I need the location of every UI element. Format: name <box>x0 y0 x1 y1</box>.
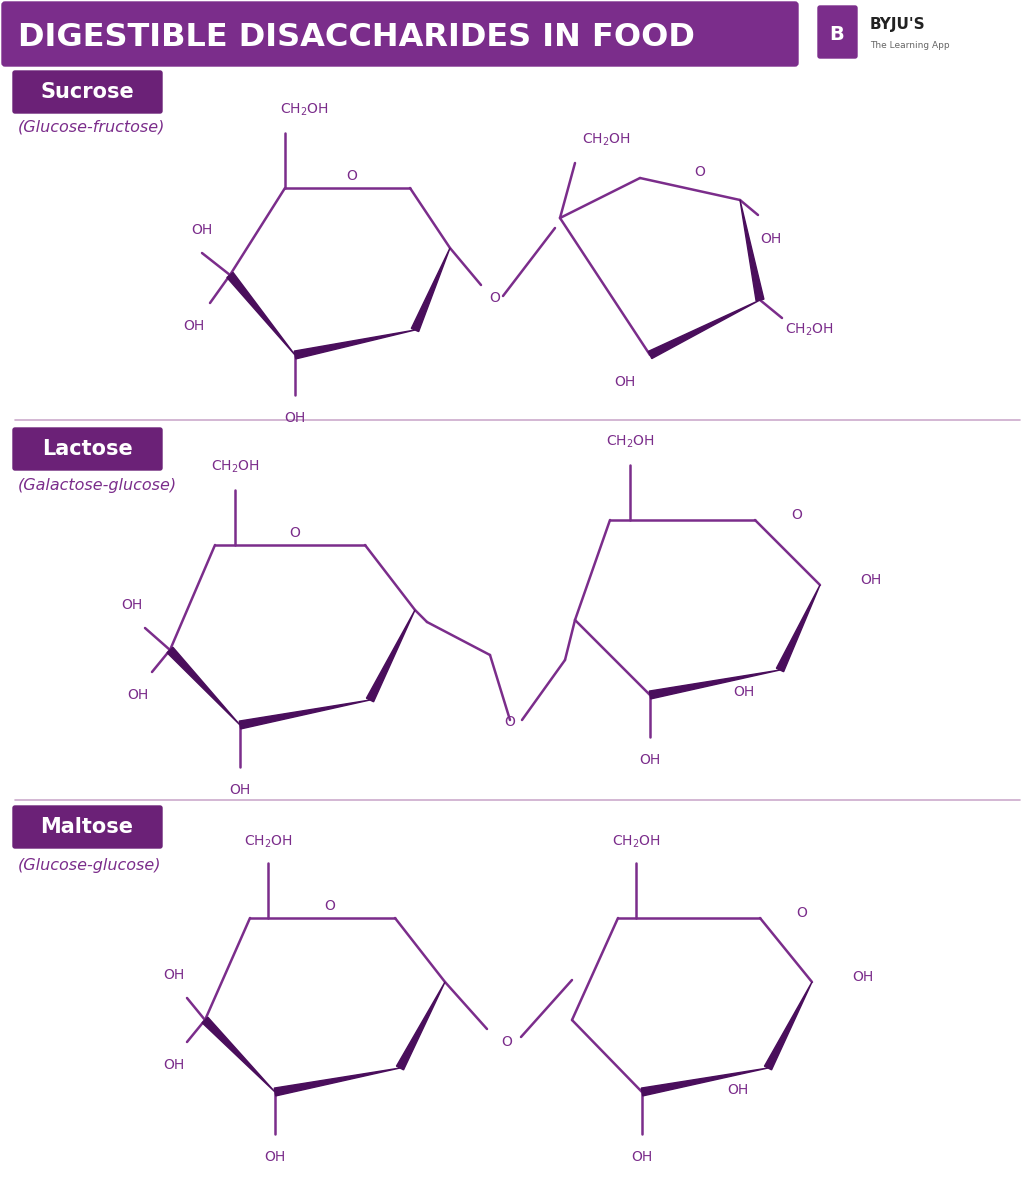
Text: OH: OH <box>614 374 636 389</box>
Text: OH: OH <box>229 782 251 797</box>
Text: OH: OH <box>733 685 755 698</box>
Polygon shape <box>641 1068 768 1096</box>
Text: DIGESTIBLE DISACCHARIDES IN FOOD: DIGESTIBLE DISACCHARIDES IN FOOD <box>18 22 695 53</box>
Text: OH: OH <box>121 598 142 612</box>
Polygon shape <box>167 647 240 725</box>
Polygon shape <box>649 300 760 359</box>
Polygon shape <box>411 248 450 331</box>
Text: O: O <box>347 169 357 182</box>
Text: CH$_2$OH: CH$_2$OH <box>280 102 328 118</box>
Text: CH$_2$OH: CH$_2$OH <box>785 322 834 338</box>
Text: O: O <box>694 164 706 179</box>
Text: OH: OH <box>284 410 306 425</box>
Polygon shape <box>397 982 445 1070</box>
Text: (Glucose-glucose): (Glucose-glucose) <box>18 858 162 874</box>
Polygon shape <box>650 670 780 698</box>
Text: (Glucose-fructose): (Glucose-fructose) <box>18 120 166 134</box>
Text: OH: OH <box>860 572 882 587</box>
Text: Lactose: Lactose <box>41 439 133 458</box>
Polygon shape <box>740 200 764 301</box>
FancyBboxPatch shape <box>818 6 857 58</box>
Text: CH$_2$OH: CH$_2$OH <box>210 458 259 475</box>
Polygon shape <box>776 584 821 672</box>
Text: O: O <box>501 1034 513 1049</box>
Text: BYJU'S: BYJU'S <box>870 18 925 32</box>
Text: B: B <box>830 24 844 43</box>
Text: OH: OH <box>183 319 205 332</box>
Polygon shape <box>202 1018 275 1092</box>
Text: OH: OH <box>192 223 212 236</box>
Text: (Galactose-glucose): (Galactose-glucose) <box>18 478 177 493</box>
Polygon shape <box>367 610 415 702</box>
Text: OH: OH <box>726 1082 748 1097</box>
FancyBboxPatch shape <box>13 806 162 848</box>
Text: O: O <box>490 290 500 305</box>
Text: Sucrose: Sucrose <box>40 82 134 102</box>
Text: CH$_2$OH: CH$_2$OH <box>606 433 655 450</box>
Text: CH$_2$OH: CH$_2$OH <box>243 834 292 850</box>
FancyBboxPatch shape <box>13 428 162 470</box>
FancyBboxPatch shape <box>13 71 162 113</box>
Polygon shape <box>294 330 415 359</box>
Text: OH: OH <box>852 970 873 984</box>
Text: O: O <box>792 508 803 522</box>
Text: CH$_2$OH: CH$_2$OH <box>611 834 660 850</box>
FancyBboxPatch shape <box>2 2 798 66</box>
Text: CH$_2$OH: CH$_2$OH <box>582 132 631 148</box>
Polygon shape <box>275 1068 400 1096</box>
Polygon shape <box>239 700 370 728</box>
Text: OH: OH <box>639 754 661 767</box>
Polygon shape <box>227 272 295 355</box>
Text: OH: OH <box>164 968 185 982</box>
Text: OH: OH <box>760 232 781 246</box>
Text: O: O <box>797 906 807 920</box>
Text: OH: OH <box>126 688 148 702</box>
Text: OH: OH <box>631 1150 653 1164</box>
Polygon shape <box>765 982 812 1070</box>
Text: OH: OH <box>264 1150 286 1164</box>
Text: O: O <box>505 715 516 728</box>
Text: OH: OH <box>164 1058 185 1072</box>
Text: O: O <box>290 526 300 540</box>
Text: Maltose: Maltose <box>40 817 134 838</box>
Text: O: O <box>324 899 336 913</box>
Text: The Learning App: The Learning App <box>870 41 950 49</box>
